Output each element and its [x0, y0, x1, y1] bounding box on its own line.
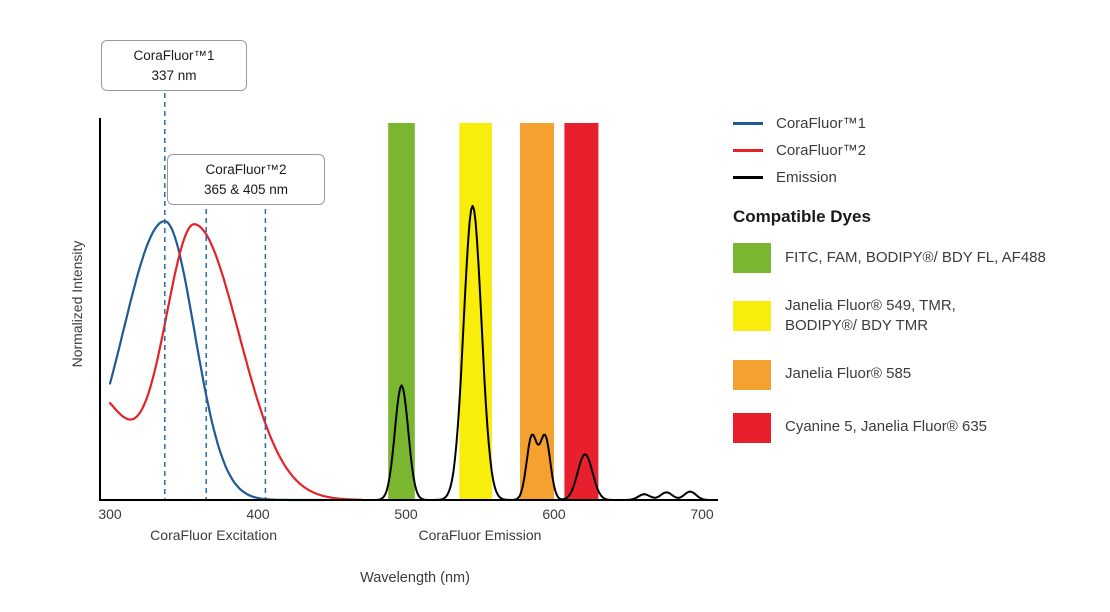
annotation-corafluor2-value: 365 & 405 nm [203, 181, 289, 197]
spectra-chart: 300 400 500 600 700 CoraFluor Excitation CoraF… [98, 84, 718, 543]
green-filter-band [388, 123, 415, 500]
legend-item-corafluor2: CoraFluor™2 [733, 137, 1107, 164]
dye-label-yellow: Janelia Fluor® 549, TMR, BODIPY®/ BDY TM… [785, 296, 956, 337]
orange-filter-band [520, 123, 554, 500]
legend-label-corafluor1: CoraFluor™1 [776, 115, 867, 132]
legend-item-emission: Emission [733, 164, 1107, 191]
red-filter-band [564, 123, 599, 500]
compatible-dyes-heading: Compatible Dyes [733, 207, 871, 226]
x-tick-label-400: 400 [246, 506, 270, 522]
dye-label-line: Janelia Fluor® 585 [785, 365, 912, 383]
x-tick-label-500: 500 [394, 506, 418, 522]
dye-label-line: FITC, FAM, BODIPY®/ BDY FL, AF488 [785, 248, 1046, 266]
emission-curve [357, 204, 715, 501]
dye-item-red: Cyanine 5, Janelia Fluor® 635 [733, 412, 1107, 443]
annotation-corafluor1-title: CoraFluor™1 [133, 48, 215, 63]
annotation-corafluor1-callout: CoraFluor™1 337 nm [101, 40, 247, 92]
green-dye-swatch [733, 243, 771, 273]
yellow-dye-swatch [733, 301, 771, 332]
x-axis-label: Wavelength (nm) [360, 570, 470, 586]
x-tick-label-700: 700 [690, 506, 714, 522]
legend-label-emission: Emission [776, 169, 837, 186]
corafluor2-excitation-curve [108, 223, 363, 501]
y-axis-label: Normalized Intensity [69, 240, 85, 368]
dye-item-yellow: Janelia Fluor® 549, TMR, BODIPY®/ BDY TM… [733, 296, 1107, 337]
axis-section-label-0: CoraFluor Excitation [150, 527, 277, 543]
annotation-corafluor2-callout: CoraFluor™2 365 & 405 nm [167, 154, 325, 206]
axis-section-label-1: CoraFluor Emission [419, 527, 542, 543]
legend-item-corafluor1: CoraFluor™1 [733, 110, 1107, 137]
dye-label-green: FITC, FAM, BODIPY®/ BDY FL, AF488 [785, 248, 1046, 268]
dye-label-red: Cyanine 5, Janelia Fluor® 635 [785, 417, 987, 437]
orange-dye-swatch [733, 359, 771, 390]
annotation-corafluor1-value: 337 nm [151, 67, 197, 83]
legend: CoraFluor™1 CoraFluor™2 Emission Compati… [733, 110, 1107, 466]
axes [99, 118, 718, 501]
dye-item-orange: Janelia Fluor® 585 [733, 359, 1107, 390]
red-dye-swatch [733, 412, 771, 443]
corafluor1-line-swatch [733, 122, 763, 125]
emission-line-swatch [733, 176, 763, 179]
dye-label-line: Cyanine 5, Janelia Fluor® 635 [785, 418, 988, 436]
dye-item-green: FITC, FAM, BODIPY®/ BDY FL, AF488 [733, 243, 1107, 273]
annotation-corafluor2-title: CoraFluor™2 [205, 162, 287, 177]
dye-label-orange: Janelia Fluor® 585 [785, 364, 911, 384]
legend-label-corafluor2: CoraFluor™2 [776, 142, 867, 159]
x-tick-label-300: 300 [98, 506, 122, 522]
dye-label-line: BODIPY®/ BDY TMR [785, 317, 929, 335]
corafluor1-excitation-curve [108, 220, 326, 502]
corafluor2-line-swatch [733, 149, 763, 152]
dye-label-line: Janelia Fluor® 549, TMR, [785, 297, 956, 314]
x-tick-label-600: 600 [542, 506, 566, 522]
